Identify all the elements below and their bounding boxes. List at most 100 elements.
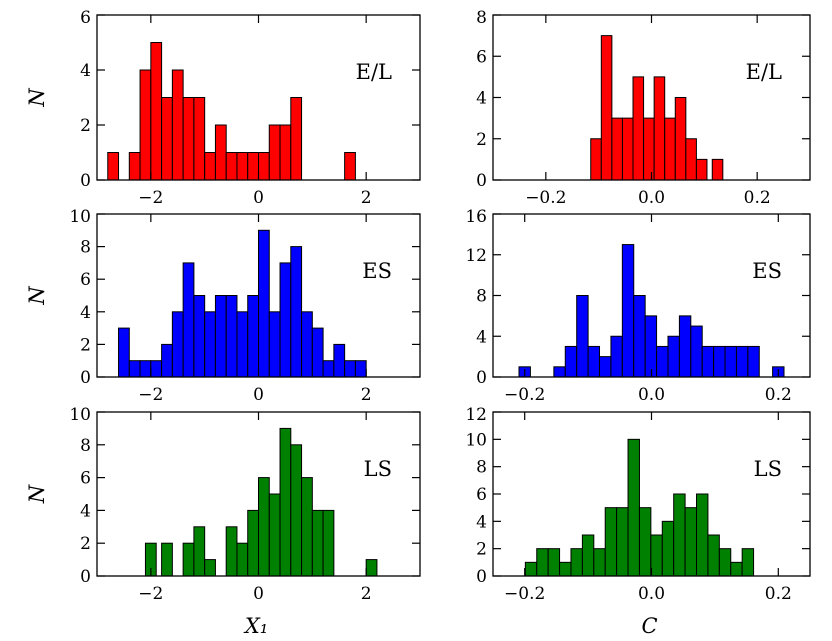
y-tick-label: 2 [476,130,487,150]
y-tick-label: 2 [80,335,91,355]
histogram-bar [653,76,666,181]
histogram-bar [225,526,238,577]
histogram-bar [139,360,152,378]
histogram-bar [322,360,335,378]
histogram-bar [576,295,589,378]
y-tick-label: 0 [80,171,91,191]
histogram-bar [301,311,313,378]
panel-label: E/L [746,60,782,84]
histogram-bar [193,295,206,378]
y-tick-label: 4 [476,89,487,109]
y-tick-label: 4 [80,303,91,323]
x-tick-label: 2 [361,188,372,208]
x-tick-label: −2 [138,385,163,405]
histogram-bar [322,509,335,577]
histogram-bar [621,117,634,181]
histogram-panel-4: −0.2 0.0 0.2 0 4 8 12 16 ES [465,207,811,405]
x-axis-label: X₁ [243,614,268,638]
x-tick-label: −2 [138,188,163,208]
histogram-bar [311,509,324,577]
histogram-bar [559,561,572,577]
histogram-bar [621,244,635,378]
histogram-bar [279,262,292,378]
histogram-bar [611,117,623,181]
histogram-bar [182,262,195,378]
y-axis-label: N [25,88,49,108]
y-tick-label: 4 [80,501,91,521]
y-tick-label: 0 [80,567,91,587]
histogram-bar [258,229,270,378]
x-tick-label: 0.0 [638,584,665,604]
y-axis-label: N [25,286,49,306]
histogram-bar [650,534,663,577]
histogram-bar [214,124,227,181]
histogram-bar [258,477,270,577]
y-tick-label: 6 [80,469,91,489]
histogram-bar [741,548,755,577]
histogram-bar [701,345,715,378]
histogram-bar [150,360,163,378]
histogram-bar [301,477,313,577]
histogram-bar [747,345,760,378]
histogram-bar [696,493,709,577]
histogram-bar [139,69,152,181]
y-tick-label: 6 [80,270,91,290]
x-tick-label: 0.2 [765,385,792,405]
histogram-bar [718,548,732,577]
histogram-bar [107,152,120,181]
histogram-bar [236,152,249,181]
histogram-bar [593,548,606,577]
y-tick-label: 10 [69,405,91,425]
histogram-bar [258,152,270,181]
histogram-bar [204,311,216,378]
histogram-panel-1: −2 0 2 0 2 4 6 E/L N [25,8,421,208]
y-tick-label: 6 [80,8,91,28]
x-tick-label: 0 [253,188,264,208]
histogram-bar [161,343,173,378]
histogram-bar [193,526,206,577]
histogram-bar [354,360,367,378]
histogram-bar [290,444,303,577]
y-tick-label: 8 [80,238,91,258]
y-tick-label: 8 [476,287,487,307]
histogram-bar [684,507,698,577]
histogram-bar [724,345,737,378]
histogram-bar [214,295,227,378]
x-tick-label: −0.2 [504,584,545,604]
y-tick-label: 8 [80,436,91,456]
histogram-bar [638,507,652,577]
y-tick-label: 0 [476,171,487,191]
histogram-bar [204,152,216,181]
histogram-bar [685,138,697,181]
histogram-bar [182,542,195,577]
histogram-bar [590,138,602,181]
x-tick-label: 0 [253,385,264,405]
histogram-panel-5: −2 0 2 0 2 4 6 8 10 LS N X₁ [25,405,421,638]
histogram-bar [128,152,141,181]
histogram-bar [118,327,130,378]
histogram-bar [730,561,743,577]
histogram-bar [279,427,292,577]
histogram-panel-6: −0.2 0.0 0.2 0 2 4 6 8 10 12 LS C [465,405,811,638]
histogram-bar [661,520,675,577]
histogram-bar [690,325,703,378]
histogram-bar [627,438,640,577]
histogram-bar [713,345,726,378]
x-tick-label: 0.0 [638,385,665,405]
histogram-bar [333,343,346,378]
x-tick-label: −2 [138,584,163,604]
histogram-bar [279,124,292,181]
panel-label: E/L [356,60,392,84]
x-tick-label: 0.0 [638,188,665,208]
histogram-bar [610,335,623,378]
histogram-bar [643,117,655,181]
histogram-bar [695,158,708,181]
histogram-bar [344,360,356,378]
histogram-bar [225,295,238,378]
histogram-bar [204,559,216,577]
y-tick-label: 12 [465,405,487,425]
histogram-bar [311,327,324,378]
histogram-bar [150,42,163,181]
histogram-bar [564,345,578,378]
panel-label: LS [754,457,782,481]
